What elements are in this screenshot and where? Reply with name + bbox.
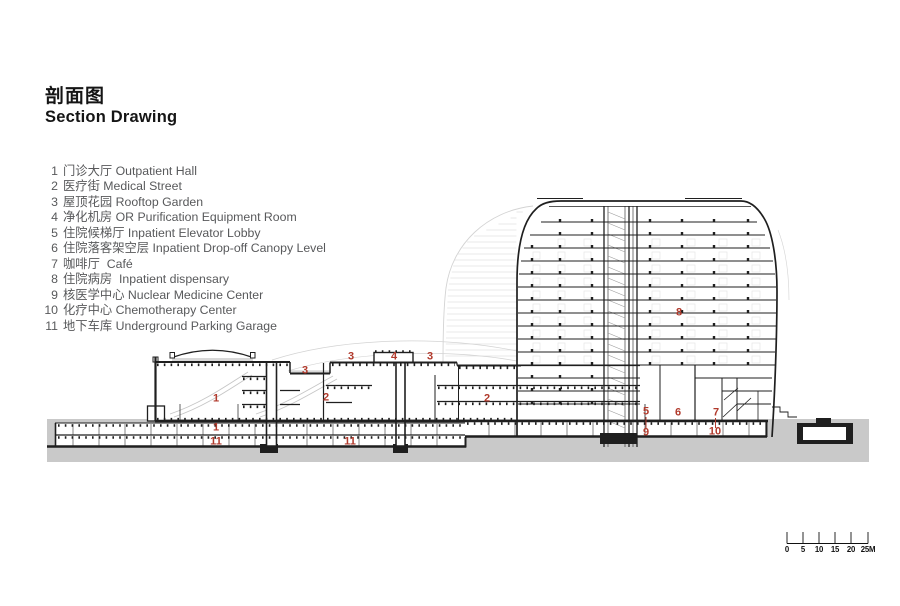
scale-bar-label: 10 (814, 545, 824, 554)
tower-floor-slabs (518, 219, 776, 405)
ground-and-basement (47, 418, 869, 462)
section-marker: 5 (642, 405, 650, 418)
legend-item-number: 9 (51, 287, 58, 302)
section-marker: 4 (390, 350, 398, 363)
shear-wall (395, 361, 406, 448)
title-en: Section Drawing (45, 108, 178, 126)
scale-bar-label: 0 (784, 545, 790, 554)
tower-outline (516, 200, 778, 438)
section-marker: 3 (426, 350, 434, 363)
page-title: 剖面图 Section Drawing (45, 86, 177, 127)
section-marker: 9 (642, 426, 650, 439)
section-marker: 10 (708, 425, 722, 438)
legend: 1 门诊大厅 Outpatient Hall 2 医疗街 Medical Str… (38, 164, 326, 334)
legend-item-label: 化疗中心 Chemotherapy Center (63, 303, 237, 318)
legend-item-label: 医疗街 Medical Street (63, 179, 182, 194)
legend-item-label: 住院落客架空层 Inpatient Drop-off Canopy Level (63, 241, 326, 256)
shear-wall (265, 361, 278, 448)
scale-bar: 0 5 10 15 20 25M (783, 528, 887, 558)
atrium-dome-roof (171, 349, 254, 359)
legend-item: 10 化疗中心 Chemotherapy Center (38, 303, 326, 318)
legend-item-number: 7 (51, 256, 58, 271)
legend-item-label: 住院病房 Inpatient dispensary (63, 272, 230, 287)
legend-item-label: 住院候梯厅 Inpatient Elevator Lobby (63, 225, 261, 240)
legend-item-number: 5 (51, 225, 58, 240)
ghost-elevation-layer (169, 205, 790, 418)
legend-item-number: 11 (45, 318, 58, 333)
section-marker: 3 (301, 364, 309, 377)
section-marker: 8 (675, 306, 683, 319)
scale-bar-ticks (786, 532, 869, 544)
legend-item-label: 门诊大厅 Outpatient Hall (63, 164, 197, 178)
legend-item-number: 8 (51, 272, 58, 287)
section-marker: 2 (322, 391, 330, 404)
legend-item: 9 核医学中心 Nuclear Medicine Center (38, 288, 326, 303)
legend-item-label: 屋顶花园 Rooftop Garden (63, 194, 204, 209)
legend-item: 6 住院落客架空层 Inpatient Drop-off Canopy Leve… (38, 241, 326, 256)
section-marker: 6 (674, 406, 682, 419)
legend-item-number: 6 (51, 241, 58, 256)
legend-item-label: 咖啡厅 Café (63, 256, 133, 271)
section-marker: 3 (347, 350, 355, 363)
legend-item-label: 地下车库 Underground Parking Garage (63, 318, 277, 333)
scale-bar-label: 5 (800, 545, 806, 554)
legend-item-number: 4 (51, 210, 58, 225)
legend-item: 4 净化机房 OR Purification Equipment Room (38, 210, 326, 225)
exterior-steps (772, 406, 797, 418)
legend-item: 2 医疗街 Medical Street (38, 179, 326, 194)
legend-item-number: 2 (51, 179, 58, 194)
section-marker: 1 (212, 421, 220, 434)
legend-item: 5 住院候梯厅 Inpatient Elevator Lobby (38, 226, 326, 241)
legend-item-number: 1 (51, 164, 58, 178)
scale-bar-label: 15 (830, 545, 840, 554)
legend-item-number: 3 (51, 194, 58, 209)
legend-item: 8 住院病房 Inpatient dispensary (38, 272, 326, 287)
podium-and-tower-linework (47, 197, 797, 448)
section-marker: 1 (212, 392, 220, 405)
legend-item: 11 地下车库 Underground Parking Garage (38, 319, 326, 334)
section-marker: 11 (210, 435, 222, 448)
section-marker: 11 (344, 435, 356, 448)
scale-bar-label: 20 (846, 545, 856, 554)
legend-item: 1 门诊大厅 Outpatient Hall (38, 164, 326, 179)
legend-item: 7 咖啡厅 Café (38, 257, 326, 272)
title-zh: 剖面图 (45, 86, 106, 107)
legend-item-number: 10 (44, 303, 58, 318)
legend-item: 3 屋顶花园 Rooftop Garden (38, 195, 326, 210)
section-marker: 2 (483, 392, 491, 405)
legend-item-label: 核医学中心 Nuclear Medicine Center (63, 287, 264, 302)
scale-bar-label: 25M (860, 545, 876, 554)
legend-item-label: 净化机房 OR Purification Equipment Room (63, 210, 297, 225)
section-marker: 7 (712, 406, 720, 419)
